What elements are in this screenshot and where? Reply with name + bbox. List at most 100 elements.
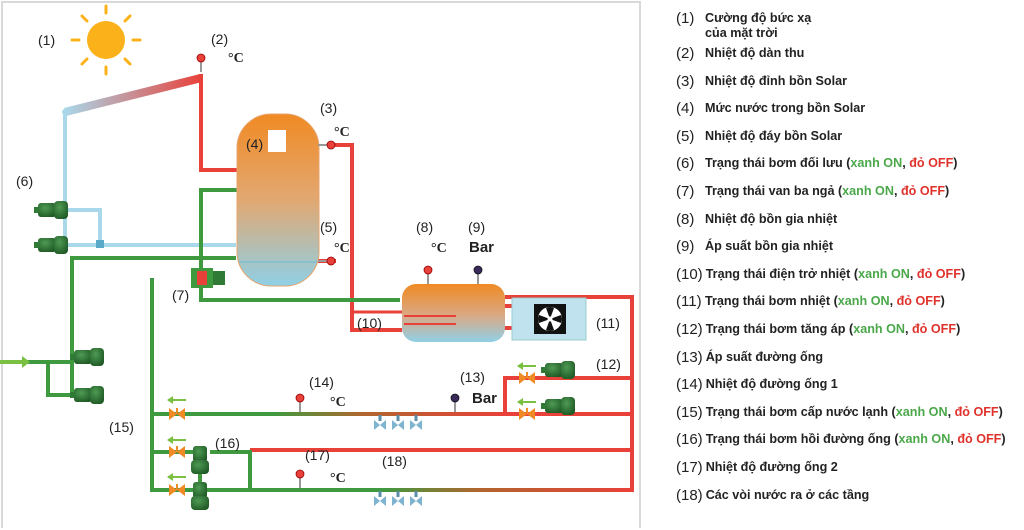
status-separator: , (950, 432, 958, 447)
booster-pump-1 (541, 361, 575, 379)
legend-number: (1) (676, 10, 695, 27)
label-8: (8) (416, 219, 433, 235)
legend-text: Trạng thái bơm đối lưu (xanh ON, đỏ OFF) (705, 155, 957, 171)
solar-collector (62, 74, 202, 116)
legend-label: Nhiệt độ đường ống 2 (705, 459, 838, 474)
legend-item: (11) Trạng thái bơm nhiệt (xanh ON, đỏ OF… (676, 293, 1022, 321)
return-pump-2 (191, 482, 209, 510)
legend-number: (3) (676, 72, 695, 90)
legend-item: (3) Nhiệt độ đỉnh bồn Solar (676, 73, 1022, 101)
legend-label: Áp suất bồn gia nhiệt (705, 239, 834, 254)
legend-number: (5) (676, 127, 695, 145)
booster-pump-2 (541, 397, 575, 415)
system-diagram: (1) (2) (3) (4) (5) (6) (7) (8) (9) (10)… (0, 1, 641, 528)
legend-text: Nhiệt độ đường ống 2 (706, 459, 838, 475)
status-off: đỏ OFF (896, 294, 941, 309)
collector-thermometer (196, 53, 206, 73)
legend-number: (12) (676, 320, 703, 338)
unit-celsius-2: °C (228, 51, 244, 66)
legend-label: Trạng thái bơm hồi đường ống ( (705, 432, 899, 447)
legend-label: Nhiệt độ đáy bồn Solar (705, 128, 843, 143)
legend-number: (9) (676, 238, 695, 256)
legend-item: (13) Áp suất đường ống (676, 349, 1022, 377)
legend-label: Mức nước trong bồn Solar (705, 101, 866, 116)
status-on: xanh ON (898, 432, 951, 447)
legend-text: Trạng thái bơm cấp nước lạnh (xanh ON, đ… (706, 404, 1003, 420)
legend-item: (2) Nhiệt độ dàn thu (676, 45, 1022, 73)
circulation-pump-2 (34, 236, 68, 254)
label-17: (17) (305, 447, 330, 463)
legend-number: (14) (676, 376, 703, 394)
status-on: xanh ON (842, 183, 894, 198)
pipe-line-2 (250, 488, 630, 492)
status-separator: , (904, 321, 912, 336)
legend-number: (7) (676, 182, 695, 200)
legend-number: (15) (676, 403, 703, 421)
label-14: (14) (309, 374, 334, 390)
legend-item: (5) Nhiệt độ đáy bồn Solar (676, 128, 1022, 156)
status-separator: , (889, 294, 897, 309)
status-separator: , (902, 156, 910, 171)
legend-text: Nhiệt độ bồn gia nhiệt (705, 211, 837, 227)
legend-item: (4) Mức nước trong bồn Solar (676, 100, 1022, 128)
legend-number: (10) (676, 265, 703, 283)
legend-number: (17) (676, 458, 703, 476)
three-way-valve (191, 268, 225, 288)
pipe1-thermometer (295, 393, 305, 413)
pipe-line-1 (150, 412, 505, 416)
legend-text: Trạng thái bơm tăng áp (xanh ON, đỏ OFF) (706, 321, 961, 337)
legend-text: Nhiệt độ đường ống 1 (706, 376, 838, 392)
label-1: (1) (38, 32, 55, 48)
legend-label: Trạng thái bơm cấp nước lạnh ( (705, 404, 896, 419)
legend-text: Cường độ bức xạ của mặt trời (705, 10, 811, 41)
fan-icon (538, 307, 562, 331)
status-on: xanh ON (858, 266, 910, 281)
legend-label: Nhiệt độ đỉnh bồn Solar (705, 73, 848, 88)
label-13: (13) (460, 369, 485, 385)
legend-item: (10) Trạng thái điện trở nhiệt (xanh ON, … (676, 266, 1022, 294)
status-close: ) (1001, 432, 1006, 447)
legend-text: Nhiệt độ đáy bồn Solar (705, 128, 842, 144)
cold-supply-pump-1 (70, 348, 104, 366)
legend-number: (16) (676, 431, 703, 449)
inlet-arrow (0, 356, 30, 368)
status-separator: , (893, 183, 901, 198)
legend-label: Nhiệt độ đường ống 1 (705, 377, 838, 392)
heater-pressure-gauge (473, 265, 483, 285)
tank-top-thermometer (318, 140, 336, 150)
label-5: (5) (320, 219, 337, 235)
label-9: (9) (468, 219, 485, 235)
legend-item: (1) Cường độ bức xạ của mặt trời (676, 10, 1022, 45)
status-off: đỏ OFF (911, 321, 957, 336)
legend-item: (6) Trạng thái bơm đối lưu (xanh ON, đỏ O… (676, 155, 1022, 183)
status-separator: , (947, 404, 955, 419)
pipe2-thermometer (295, 469, 305, 489)
legend-item: (12) Trạng thái bơm tăng áp (xanh ON, đỏ … (676, 321, 1022, 349)
legend-item: (7) Trạng thái van ba ngả (xanh ON, đỏ OF… (676, 183, 1022, 211)
legend-item: (15) Trạng thái bơm cấp nước lạnh (xanh O… (676, 404, 1022, 432)
unit-celsius-14: °C (330, 395, 346, 410)
unit-bar-9: Bar (469, 239, 494, 256)
status-on: xanh ON (853, 321, 905, 336)
status-off: đỏ OFF (909, 156, 954, 171)
label-12: (12) (596, 356, 621, 372)
legend-item: (18) Các vòi nước ra ở các tầng (676, 487, 1022, 515)
legend-label: Trạng thái bơm tăng áp ( (705, 321, 854, 336)
status-on: xanh ON (850, 156, 903, 171)
label-10: (10) (357, 315, 382, 331)
legend-label: Nhiệt độ bồn gia nhiệt (705, 211, 838, 226)
label-6: (6) (16, 173, 33, 189)
legend-number: (11) (676, 293, 702, 311)
legend-text: Áp suất bồn gia nhiệt (705, 238, 833, 254)
status-close: ) (960, 266, 966, 281)
return-pump-1 (191, 446, 209, 474)
status-close: ) (956, 321, 961, 336)
status-close: ) (998, 404, 1003, 419)
legend-label: Trạng thái bơm nhiệt ( (705, 294, 838, 309)
legend-text: Trạng thái bơm nhiệt (xanh ON, đỏ OFF) (705, 293, 945, 309)
legend-number: (8) (676, 210, 695, 228)
status-off: đỏ OFF (900, 183, 946, 198)
status-on: xanh ON (895, 404, 948, 419)
status-close: ) (940, 294, 945, 309)
legend-text: Trạng thái bơm hồi đường ống (xanh ON, đ… (706, 431, 1006, 447)
